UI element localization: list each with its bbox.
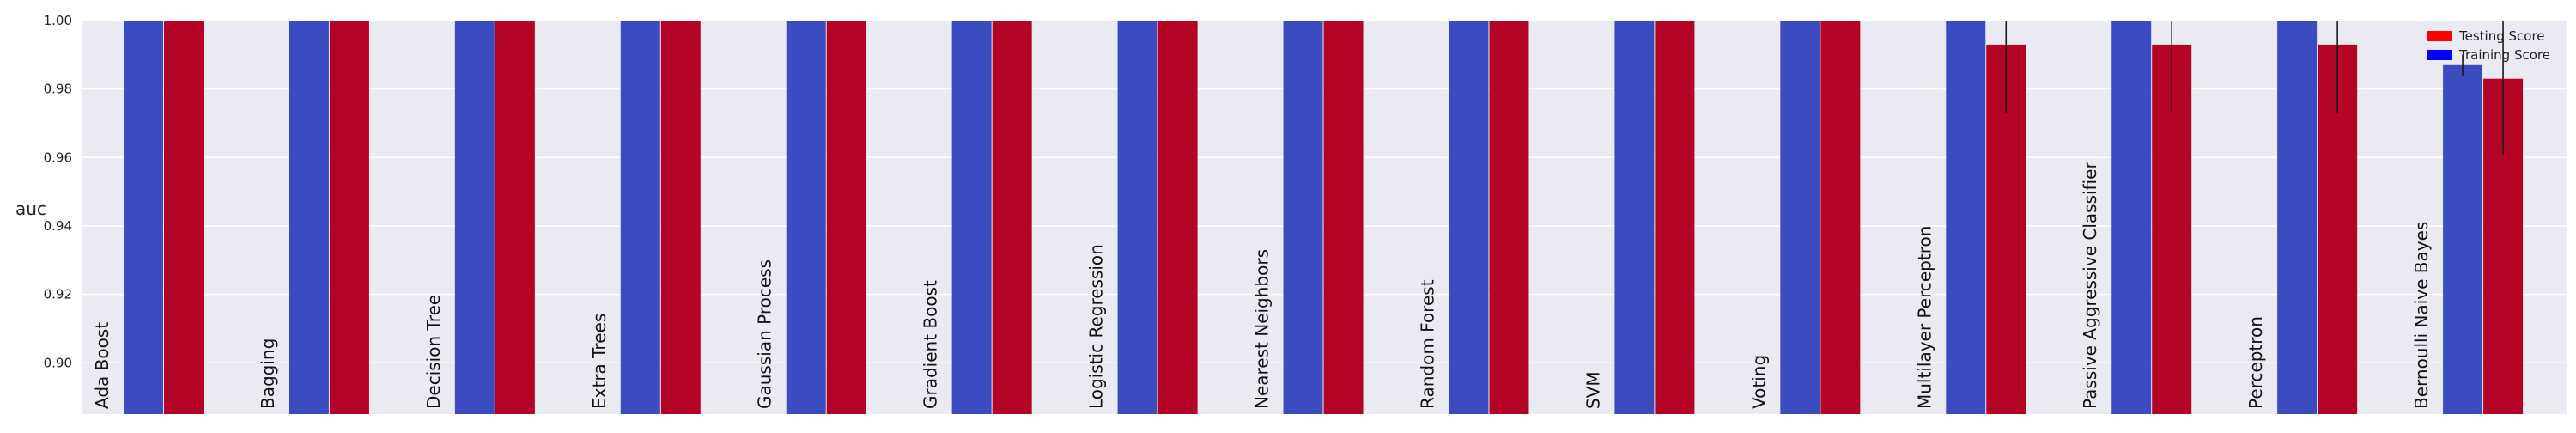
- category-label: Random Forest: [1417, 279, 1437, 409]
- bar-training: [454, 21, 495, 414]
- legend-label: Testing Score: [2458, 28, 2545, 44]
- y-tick-labels: 0.90 0.92 0.94 0.96 0.98 1.00: [44, 13, 72, 370]
- bar-training: [1283, 21, 1323, 414]
- category-label: Bagging: [258, 338, 278, 409]
- bar-training: [1946, 21, 1986, 414]
- bar-testing: [164, 21, 204, 414]
- bar-training: [2277, 21, 2318, 414]
- category-label: SVM: [1583, 371, 1603, 409]
- bar-training: [951, 21, 992, 414]
- category-label: Perceptron: [2245, 316, 2266, 409]
- bars: [124, 21, 2524, 414]
- category-label: Passive Aggressive Classifier: [2080, 162, 2100, 409]
- error-bars: [2005, 21, 2504, 155]
- y-tick-label: 0.96: [44, 149, 72, 165]
- bar-testing: [1489, 21, 1529, 414]
- category-label: Voting: [1748, 355, 1769, 409]
- legend-swatch: [2427, 50, 2452, 60]
- bar-training: [1614, 21, 1655, 414]
- y-tick-label: 1.00: [44, 13, 72, 28]
- bar-training: [1117, 21, 1157, 414]
- category-label: Decision Tree: [423, 295, 444, 409]
- bar-testing: [495, 21, 535, 414]
- bar-training: [124, 21, 163, 414]
- category-label: Multilayer Perceptron: [1914, 226, 1935, 409]
- bar-training: [620, 21, 660, 414]
- bar-testing: [1820, 21, 1861, 414]
- bar-testing: [329, 21, 369, 414]
- bar-training: [1449, 21, 1489, 414]
- y-tick-label: 0.98: [44, 82, 72, 97]
- bar-testing: [992, 21, 1032, 414]
- category-label: Ada Boost: [92, 322, 112, 409]
- category-label: Extra Trees: [589, 314, 610, 409]
- bar-training: [1780, 21, 1820, 414]
- legend-label: Training Score: [2458, 47, 2550, 63]
- y-tick-label: 0.90: [44, 355, 72, 370]
- legend: Testing Score Training Score: [2427, 28, 2550, 63]
- bar-testing: [1157, 21, 1198, 414]
- bar-testing: [1323, 21, 1364, 414]
- category-labels: Ada Boost Bagging Decision Tree Extra Trees…: [92, 162, 2432, 409]
- bar-training: [786, 21, 826, 414]
- category-label: Gradient Boost: [920, 280, 941, 409]
- y-tick-label: 0.94: [44, 218, 72, 234]
- y-axis-label: auc: [15, 198, 46, 219]
- bar-testing: [826, 21, 866, 414]
- y-tick-label: 0.92: [44, 287, 72, 302]
- category-label: Logistic Regression: [1086, 244, 1107, 409]
- bar-testing: [1655, 21, 1695, 414]
- category-label: Nearest Neighbors: [1252, 249, 1273, 409]
- category-label: Bernoulli Naive Bayes: [2411, 222, 2432, 409]
- legend-swatch: [2427, 31, 2452, 41]
- bar-testing: [660, 21, 701, 414]
- bar-training: [289, 21, 329, 414]
- category-label: Gaussian Process: [755, 259, 775, 409]
- bar-training: [2443, 64, 2483, 414]
- bar-training: [2111, 21, 2152, 414]
